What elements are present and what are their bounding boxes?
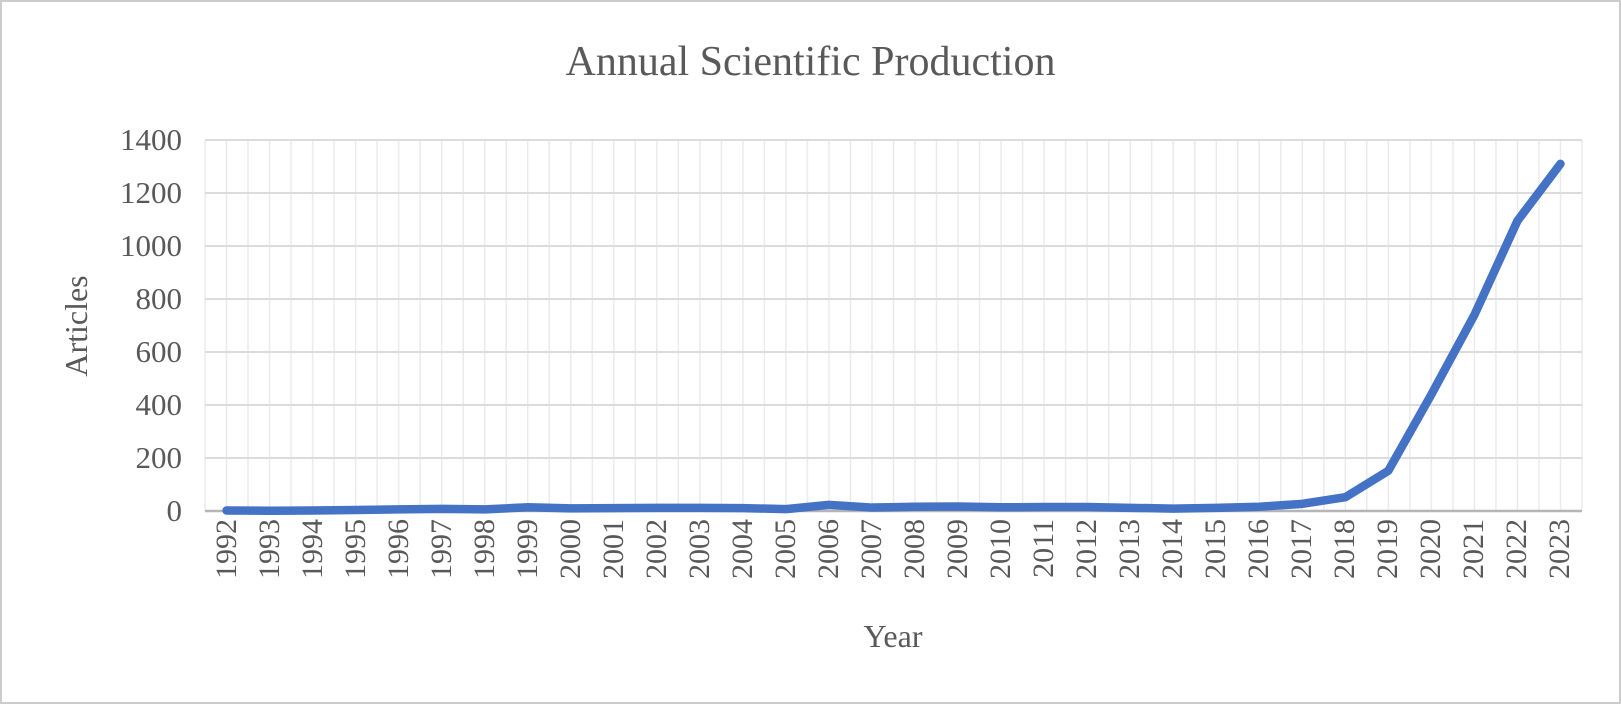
x-tick-label: 2001 <box>596 519 630 579</box>
y-tick-label: 1000 <box>120 228 182 263</box>
x-tick-label: 2018 <box>1328 519 1362 579</box>
x-tick-label: 1995 <box>338 519 372 579</box>
x-tick-label: 2010 <box>984 519 1018 579</box>
x-tick-label: 2013 <box>1113 519 1147 579</box>
plot-svg <box>204 139 1583 515</box>
x-tick-label: 1998 <box>467 519 501 579</box>
x-tick-label: 2022 <box>1500 519 1534 579</box>
y-tick-label: 1400 <box>120 122 182 157</box>
x-tick-label: 2007 <box>854 519 888 579</box>
x-tick-label: 2006 <box>811 519 845 579</box>
x-axis-title: Year <box>863 618 923 654</box>
x-tick-label: 2014 <box>1156 519 1190 579</box>
y-tick-label: 200 <box>135 440 183 475</box>
x-tick-label: 2004 <box>725 519 759 579</box>
x-tick-label: 2015 <box>1199 519 1233 579</box>
x-tick-label: 2020 <box>1414 519 1448 579</box>
plot-area <box>204 139 1583 515</box>
x-tick-label: 2019 <box>1371 519 1405 579</box>
chart-title: Annual Scientific Production <box>565 39 1056 85</box>
x-tick-label: 2008 <box>898 519 932 579</box>
x-tick-label: 2023 <box>1543 519 1577 579</box>
series-line-articles <box>222 159 1565 515</box>
x-tick-label: 2021 <box>1457 519 1491 579</box>
y-tick-label: 1200 <box>120 175 182 210</box>
y-tick-label: 0 <box>166 493 183 528</box>
x-tick-label: 2009 <box>941 519 975 579</box>
x-tick-label: 2003 <box>682 519 716 579</box>
x-tick-label: 1997 <box>424 519 458 579</box>
x-tick-label: 2005 <box>768 519 802 579</box>
x-tick-label: 2011 <box>1027 519 1061 578</box>
x-tick-label: 1992 <box>209 519 243 579</box>
x-tick-label: 2017 <box>1285 519 1319 579</box>
y-tick-label: 800 <box>135 281 183 316</box>
x-tick-label: 1994 <box>295 519 329 579</box>
x-tick-label: 2000 <box>553 519 587 579</box>
x-tick-label: 1993 <box>252 519 286 579</box>
x-tick-label: 1996 <box>381 519 415 579</box>
y-tick-label: 400 <box>135 387 183 422</box>
x-tick-label: 1999 <box>510 519 544 579</box>
x-tick-label: 2012 <box>1070 519 1104 579</box>
y-tick-label: 600 <box>135 334 183 369</box>
x-tick-label: 2016 <box>1242 519 1276 579</box>
x-tick-label: 2002 <box>639 519 673 579</box>
